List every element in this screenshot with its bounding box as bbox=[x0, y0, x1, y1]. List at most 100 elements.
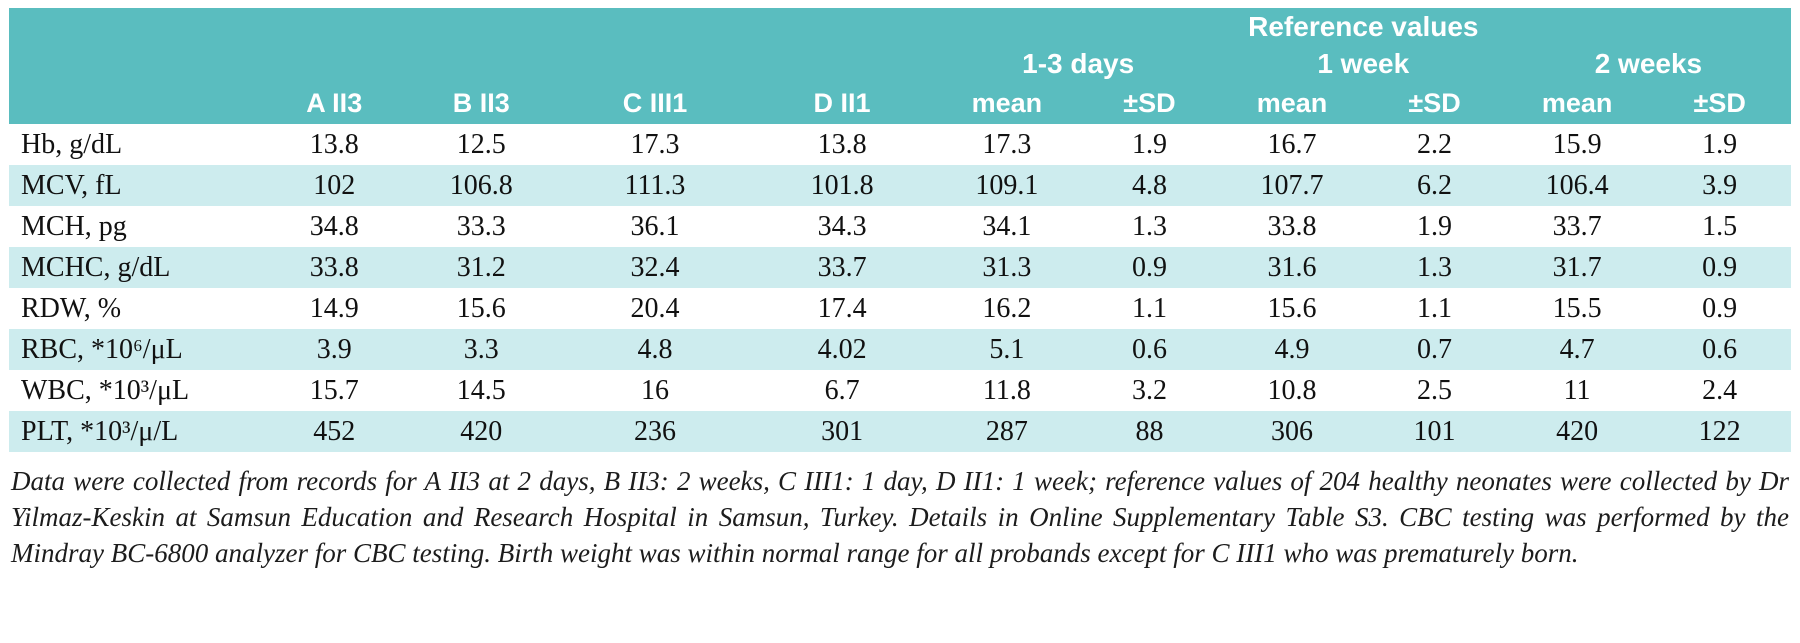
table-cell: 4.8 bbox=[561, 329, 749, 370]
table-cell: 31.7 bbox=[1505, 247, 1649, 288]
table-cell: 101 bbox=[1363, 411, 1506, 452]
table-cell: 33.7 bbox=[1505, 206, 1649, 247]
table-cell: 111.3 bbox=[561, 165, 749, 206]
table-cell: 16.2 bbox=[935, 288, 1079, 329]
table-cell: 2.4 bbox=[1648, 370, 1791, 411]
row-label: MCV, fL bbox=[9, 165, 268, 206]
table-cell: 17.4 bbox=[748, 288, 936, 329]
row-label: MCHC, g/dL bbox=[9, 247, 268, 288]
table-row: RDW, % 14.9 15.6 20.4 17.4 16.2 1.1 15.6 1.1 15.5… bbox=[9, 288, 1791, 329]
table-cell: 420 bbox=[1505, 411, 1649, 452]
table-cell: 106.8 bbox=[401, 165, 562, 206]
table-cell: 15.7 bbox=[267, 370, 402, 411]
table-cell: 31.2 bbox=[401, 247, 562, 288]
table-body: Hb, g/dL 13.8 12.5 17.3 13.8 17.3 1.9 16.7 2.2 15… bbox=[9, 124, 1791, 452]
table-cell: 0.9 bbox=[1078, 247, 1221, 288]
table-cell: 452 bbox=[267, 411, 402, 452]
table-cell: 0.7 bbox=[1363, 329, 1506, 370]
table-cell: 17.3 bbox=[935, 124, 1079, 165]
column-header-a-ii3: A II3 bbox=[267, 82, 402, 124]
table-cell: 15.5 bbox=[1505, 288, 1649, 329]
table-cell: 33.8 bbox=[1220, 206, 1364, 247]
table-cell: 6.2 bbox=[1363, 165, 1506, 206]
table-cell: 14.9 bbox=[267, 288, 402, 329]
table-header: Reference values 1-3 days 1 week 2 weeks… bbox=[9, 8, 1791, 124]
table-cell: 1.1 bbox=[1078, 288, 1221, 329]
table-cell: 122 bbox=[1648, 411, 1791, 452]
table-cell: 1.5 bbox=[1648, 206, 1791, 247]
table-cell: 1.9 bbox=[1648, 124, 1791, 165]
table-cell: 420 bbox=[401, 411, 562, 452]
table-cell: 3.2 bbox=[1078, 370, 1221, 411]
reference-values-header: Reference values bbox=[935, 8, 1791, 46]
row-label: PLT, *10³/μ/L bbox=[9, 411, 268, 452]
group-header-1-week: 1 week bbox=[1220, 46, 1506, 82]
table-cell: 2.5 bbox=[1363, 370, 1506, 411]
table-cell: 33.8 bbox=[267, 247, 402, 288]
table-row: MCH, pg 34.8 33.3 36.1 34.3 34.1 1.3 33.8 1.9 33.… bbox=[9, 206, 1791, 247]
table-row: PLT, *10³/μ/L 452 420 236 301 287 88 306 101 420 1… bbox=[9, 411, 1791, 452]
table-cell: 1.3 bbox=[1078, 206, 1221, 247]
table-cell: 15.6 bbox=[401, 288, 562, 329]
table-figure: Reference values 1-3 days 1 week 2 weeks… bbox=[9, 8, 1791, 568]
header-row-columns: A II3 B II3 C III1 D II1 mean ±SD mean ±… bbox=[9, 82, 1791, 124]
header-spacer bbox=[9, 8, 936, 46]
table-cell: 0.6 bbox=[1078, 329, 1221, 370]
table-cell: 1.9 bbox=[1363, 206, 1506, 247]
table-cell: 11.8 bbox=[935, 370, 1079, 411]
table-cell: 102 bbox=[267, 165, 402, 206]
table-cell: 287 bbox=[935, 411, 1079, 452]
table-cell: 14.5 bbox=[401, 370, 562, 411]
table-cell: 10.8 bbox=[1220, 370, 1364, 411]
table-cell: 3.9 bbox=[267, 329, 402, 370]
table-cell: 15.9 bbox=[1505, 124, 1649, 165]
column-header-b-ii3: B II3 bbox=[401, 82, 562, 124]
table-footnote: Data were collected from records for A I… bbox=[11, 466, 1789, 568]
table-row: MCV, fL 102 106.8 111.3 101.8 109.1 4.8 107.7 6.… bbox=[9, 165, 1791, 206]
table-cell: 3.9 bbox=[1648, 165, 1791, 206]
column-header-mean-3: mean bbox=[1505, 82, 1649, 124]
table-cell: 101.8 bbox=[748, 165, 936, 206]
table-cell: 34.8 bbox=[267, 206, 402, 247]
column-header-d-ii1: D II1 bbox=[748, 82, 936, 124]
table-cell: 5.1 bbox=[935, 329, 1079, 370]
group-header-1-3-days: 1-3 days bbox=[935, 46, 1221, 82]
table-cell: 3.3 bbox=[401, 329, 562, 370]
table-cell: 11 bbox=[1505, 370, 1649, 411]
column-header-sd-2: ±SD bbox=[1363, 82, 1506, 124]
table-cell: 13.8 bbox=[267, 124, 402, 165]
row-label: WBC, *10³/μL bbox=[9, 370, 268, 411]
table-cell: 15.6 bbox=[1220, 288, 1364, 329]
table-cell: 4.9 bbox=[1220, 329, 1364, 370]
column-header-mean-2: mean bbox=[1220, 82, 1364, 124]
table-cell: 306 bbox=[1220, 411, 1364, 452]
table-cell: 36.1 bbox=[561, 206, 749, 247]
header-row-reference: Reference values bbox=[9, 8, 1791, 46]
table-cell: 1.9 bbox=[1078, 124, 1221, 165]
table-cell: 2.2 bbox=[1363, 124, 1506, 165]
table-cell: 16 bbox=[561, 370, 749, 411]
table-cell: 0.9 bbox=[1648, 288, 1791, 329]
table-cell: 301 bbox=[748, 411, 936, 452]
table-cell: 13.8 bbox=[748, 124, 936, 165]
column-header-c-iii1: C III1 bbox=[561, 82, 749, 124]
row-label: MCH, pg bbox=[9, 206, 268, 247]
header-spacer bbox=[9, 46, 936, 82]
table-cell: 1.1 bbox=[1363, 288, 1506, 329]
table-cell: 0.6 bbox=[1648, 329, 1791, 370]
table-cell: 0.9 bbox=[1648, 247, 1791, 288]
table-cell: 6.7 bbox=[748, 370, 936, 411]
table-cell: 32.4 bbox=[561, 247, 749, 288]
row-label: RBC, *10⁶/μL bbox=[9, 329, 268, 370]
table-cell: 34.1 bbox=[935, 206, 1079, 247]
table-cell: 107.7 bbox=[1220, 165, 1364, 206]
table-cell: 88 bbox=[1078, 411, 1221, 452]
column-header-sd-1: ±SD bbox=[1078, 82, 1221, 124]
table-cell: 16.7 bbox=[1220, 124, 1364, 165]
table-row: WBC, *10³/μL 15.7 14.5 16 6.7 11.8 3.2 10.8 2.5 1… bbox=[9, 370, 1791, 411]
table-cell: 12.5 bbox=[401, 124, 562, 165]
table-cell: 33.3 bbox=[401, 206, 562, 247]
column-header-mean-1: mean bbox=[935, 82, 1079, 124]
table-row: RBC, *10⁶/μL 3.9 3.3 4.8 4.02 5.1 0.6 4.9 0.7 4.7… bbox=[9, 329, 1791, 370]
column-header-sd-3: ±SD bbox=[1648, 82, 1791, 124]
